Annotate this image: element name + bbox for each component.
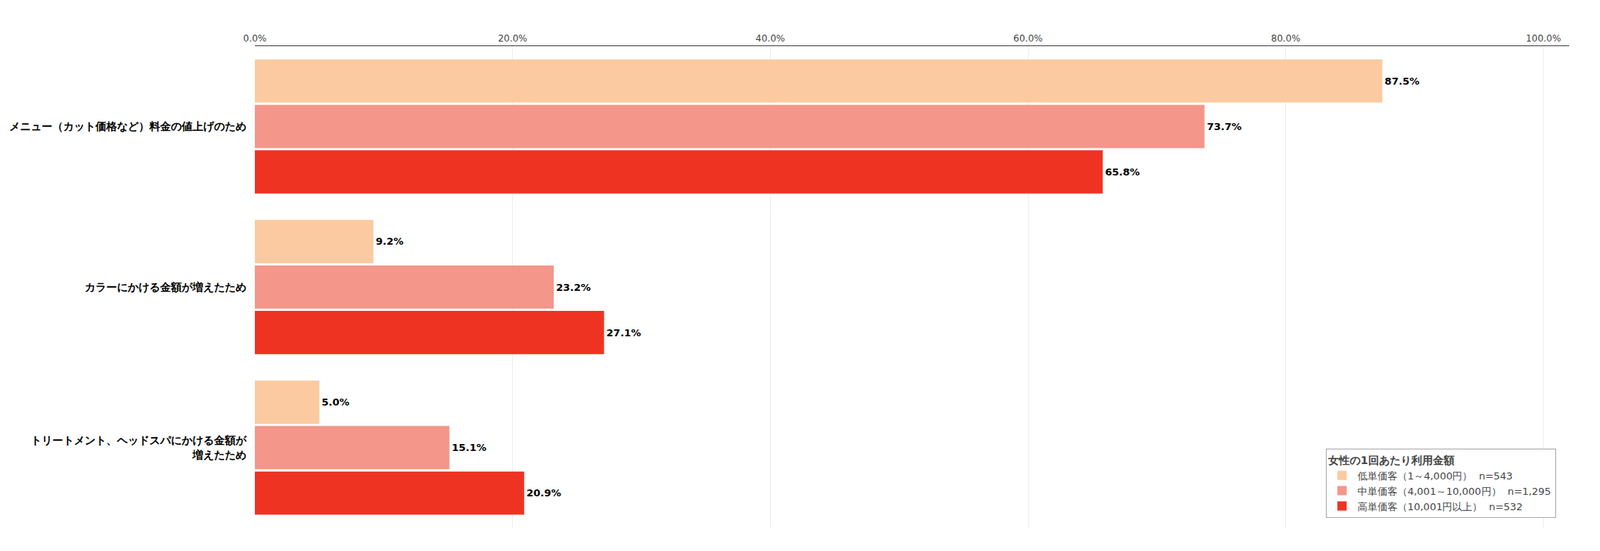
- svg-text:女性の1回あたり利用金額: 女性の1回あたり利用金額: [1327, 454, 1455, 467]
- svg-text:9.2%: 9.2%: [375, 235, 404, 248]
- svg-text:40.0%: 40.0%: [755, 33, 785, 44]
- svg-text:トリートメント、ヘッドスパにかける金額が増えたため: トリートメント、ヘッドスパにかける金額が増えたため: [30, 434, 248, 461]
- svg-text:20.9%: 20.9%: [526, 487, 562, 499]
- svg-text:87.5%: 87.5%: [1384, 75, 1420, 88]
- svg-text:中単価客（4,001～10,000円） n=1,295: 中単価客（4,001～10,000円） n=1,295: [1357, 485, 1551, 498]
- svg-text:15.1%: 15.1%: [451, 441, 487, 454]
- svg-text:高単価客（10,001円以上） n=532: 高単価客（10,001円以上） n=532: [1357, 501, 1524, 513]
- svg-text:80.0%: 80.0%: [1271, 33, 1301, 44]
- svg-text:0.0%: 0.0%: [243, 33, 268, 44]
- svg-text:73.7%: 73.7%: [1206, 120, 1242, 133]
- svg-text:65.8%: 65.8%: [1104, 166, 1140, 178]
- svg-text:カラーにかける金額が増えたため: カラーにかける金額が増えたため: [84, 281, 247, 294]
- svg-text:メニュー（カット価格など）料金の値上げのため: メニュー（カット価格など）料金の値上げのため: [9, 120, 247, 133]
- svg-text:20.0%: 20.0%: [498, 33, 528, 44]
- svg-text:60.0%: 60.0%: [1013, 33, 1043, 44]
- svg-text:100.0%: 100.0%: [1526, 33, 1562, 44]
- svg-text:23.2%: 23.2%: [555, 281, 591, 294]
- svg-text:27.1%: 27.1%: [606, 327, 642, 339]
- svg-text:5.0%: 5.0%: [321, 396, 350, 409]
- svg-text:低単価客（1～4,000円） n=543: 低単価客（1～4,000円） n=543: [1357, 470, 1513, 483]
